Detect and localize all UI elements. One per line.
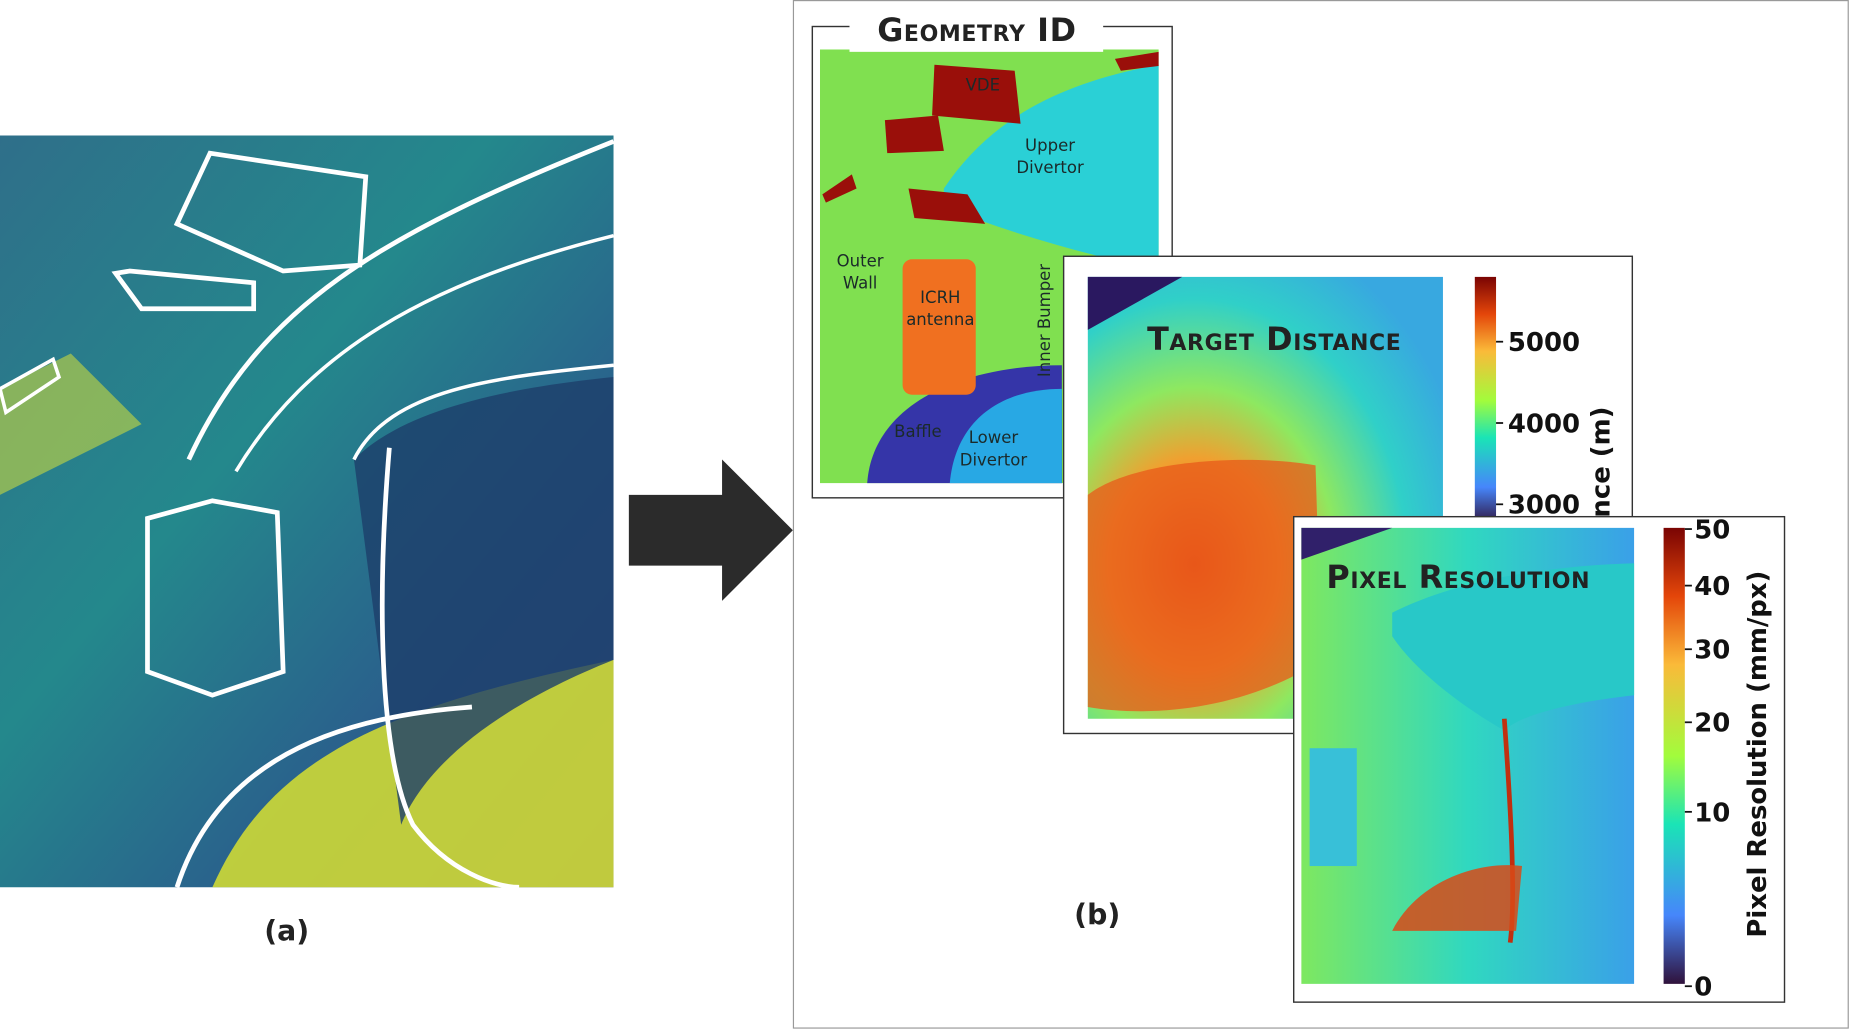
region-label: Inner Bumper (1035, 264, 1054, 377)
image-structure (1309, 748, 1357, 867)
panel-label: (b) (1074, 898, 1120, 931)
region-label: Upper (1025, 136, 1075, 155)
region-label: ICRH (920, 288, 960, 307)
panel-title: Target Distance (1147, 320, 1401, 358)
image-hot-region (1087, 459, 1322, 712)
outline (173, 150, 369, 274)
image-corner (1301, 527, 1393, 560)
region-label: Lower (969, 428, 1019, 447)
outline (186, 139, 615, 461)
region-vde (884, 115, 944, 154)
colorbar-tick-label: 5000 (1508, 328, 1580, 358)
colorbar-tick-label: 20 (1694, 709, 1730, 739)
region-label: antenna (906, 310, 974, 329)
panel-title: Pixel Resolution (1326, 558, 1590, 596)
colorbar (1474, 276, 1497, 525)
colorbar-label: Pixel Resolution (mm/px) (1743, 571, 1773, 938)
colorbar-tick-label: 30 (1694, 636, 1730, 666)
title-backing (849, 14, 1104, 52)
colorbar-tick-label: 40 (1694, 572, 1730, 602)
arrow (628, 459, 793, 601)
resolution-panel: Pixel Resolution 50 40 30 20 10 0 Pixel Resol… (1292, 515, 1786, 1003)
image-corner (1087, 276, 1183, 330)
outline (174, 704, 473, 888)
panel-title: Geometry ID (877, 11, 1076, 49)
colorbar-tick-label: 0 (1694, 973, 1712, 1003)
outline (145, 498, 286, 698)
region-icrh (902, 259, 976, 395)
colorbar (1663, 527, 1685, 984)
region-label: Divertor (1016, 158, 1084, 177)
region-label: Outer (837, 251, 884, 270)
region-lower-divertor (949, 388, 1062, 484)
colorbar-tick-label: 3000 (1508, 491, 1580, 521)
colorbar-tick-label: 10 (1694, 798, 1730, 828)
region-label: Divertor (960, 450, 1028, 469)
colorbar-tick-label: 50 (1694, 515, 1730, 545)
image-hot-region (1392, 865, 1523, 931)
region-label: Baffle (894, 422, 942, 441)
panel-label: (a) (264, 914, 309, 947)
outline (111, 268, 257, 312)
colorbar-ticks: 5000 4000 3000 (1496, 328, 1580, 521)
region-label: Wall (843, 274, 878, 293)
region-vde (932, 64, 1021, 124)
region-vde (908, 188, 986, 224)
region-vde (822, 174, 857, 203)
region-labels: VDE Upper Divertor Outer Wall ICRH antenna Inne… (837, 76, 1084, 470)
outline (352, 363, 614, 461)
panel-b-frame (792, 0, 1849, 1029)
outline (0, 356, 62, 416)
image-patch (0, 353, 142, 495)
panel-a: (a) (0, 135, 615, 947)
outline (234, 233, 614, 473)
colorbar-tick-label: 4000 (1508, 409, 1580, 439)
image-divertor (1392, 563, 1635, 731)
region-label: VDE (966, 76, 1000, 95)
outline (379, 447, 520, 890)
region-vde (1114, 51, 1159, 71)
colorbar-ticks: 50 40 30 20 10 0 (1684, 515, 1730, 1003)
region-upper-divertor (943, 64, 1159, 272)
